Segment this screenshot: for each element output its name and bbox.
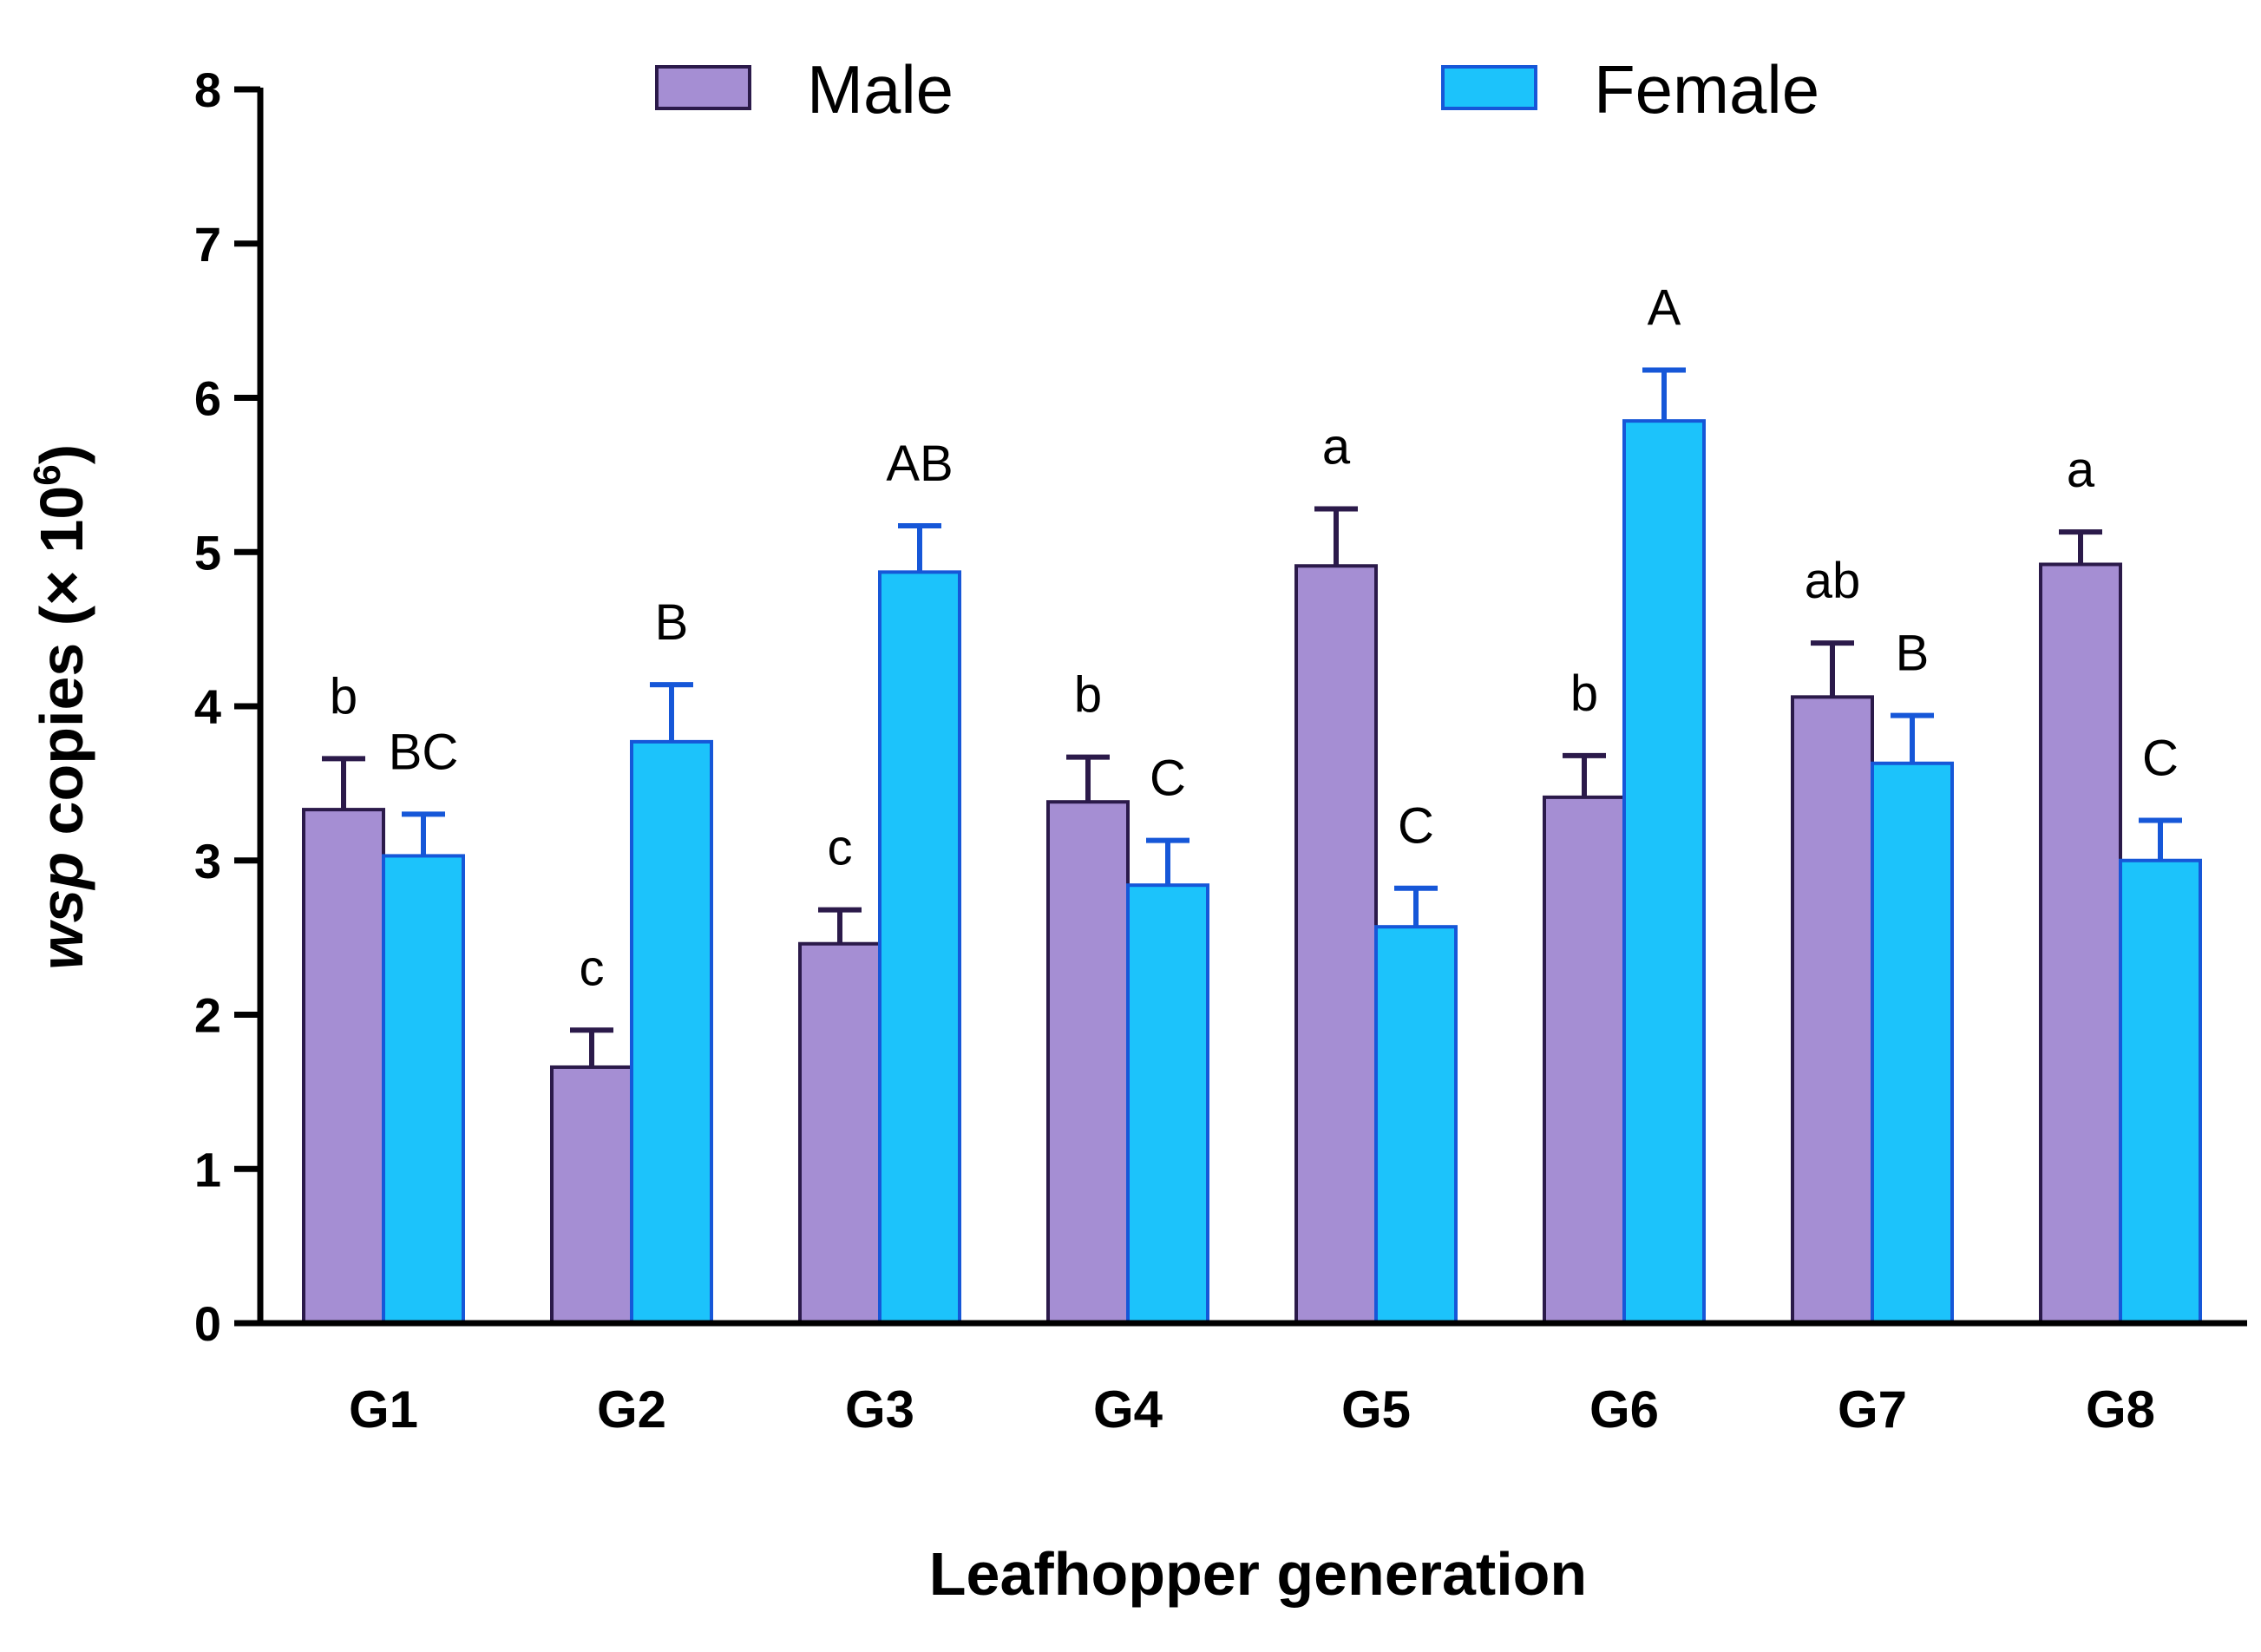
bar-male-G7 bbox=[1791, 695, 1874, 1325]
significance-label-female-G4: C bbox=[1150, 751, 1186, 807]
x-tick-label-G2: G2 bbox=[597, 1380, 666, 1439]
y-tick-label-0: 0 bbox=[194, 1296, 221, 1351]
x-tick-label-G1: G1 bbox=[349, 1380, 418, 1439]
legend-label-male: Male bbox=[807, 51, 954, 128]
bar-female-G1 bbox=[382, 854, 465, 1325]
x-axis-title: Leafhopper generation bbox=[929, 1540, 1587, 1608]
y-axis-title-close: ) bbox=[28, 444, 95, 464]
x-tick-label-G8: G8 bbox=[2086, 1380, 2155, 1439]
bar-female-G6 bbox=[1622, 419, 1706, 1326]
y-axis-title-text: copies (× 10 bbox=[28, 486, 95, 852]
bar-female-G2 bbox=[630, 739, 713, 1325]
y-axis-title-superscript: 6 bbox=[26, 464, 69, 485]
bar-male-G1 bbox=[302, 808, 385, 1325]
significance-label-female-G1: BC bbox=[389, 724, 459, 780]
significance-label-female-G7: B bbox=[1896, 626, 1930, 682]
y-tick-label-6: 6 bbox=[194, 371, 221, 426]
significance-label-male-G5: a bbox=[1322, 418, 1351, 475]
x-tick-label-G6: G6 bbox=[1589, 1380, 1659, 1439]
bar-male-G4 bbox=[1046, 800, 1130, 1325]
bar-female-G8 bbox=[2119, 858, 2202, 1325]
x-tick-label-G5: G5 bbox=[1341, 1380, 1411, 1439]
legend-swatch-male bbox=[655, 65, 751, 110]
axes: G1 G2 G3 G4 G5 G6 G7 G8 0 1 2 3 4 5 6 7 8 bbox=[194, 62, 2247, 1439]
significance-label-female-G2: B bbox=[655, 594, 689, 651]
significance-label-male-G7: ab bbox=[1805, 553, 1861, 609]
y-tick-label-8: 8 bbox=[194, 62, 221, 117]
bar-female-G7 bbox=[1871, 761, 1954, 1325]
significance-label-female-G8: C bbox=[2142, 731, 2179, 787]
bar-male-G6 bbox=[1543, 795, 1626, 1325]
y-tick-label-3: 3 bbox=[194, 834, 221, 888]
significance-label-male-G2: c bbox=[580, 940, 605, 996]
bar-female-G4 bbox=[1126, 883, 1209, 1325]
bar-male-G5 bbox=[1294, 564, 1378, 1325]
x-tick-label-G3: G3 bbox=[845, 1380, 914, 1439]
significance-label-male-G4: b bbox=[1074, 667, 1102, 724]
bar-male-G2 bbox=[550, 1065, 633, 1326]
bar-male-G8 bbox=[2039, 562, 2122, 1325]
x-tick-label-G7: G7 bbox=[1838, 1380, 1907, 1439]
y-axis-title: wsp copies (× 106) bbox=[26, 444, 95, 970]
legend-swatch-female bbox=[1441, 65, 1537, 110]
significance-label-female-G5: C bbox=[1398, 798, 1434, 855]
significance-label-male-G8: a bbox=[2067, 442, 2095, 498]
significance-label-male-G6: b bbox=[1570, 665, 1598, 722]
y-tick-label-4: 4 bbox=[194, 679, 221, 734]
y-axis-title-italic: wsp bbox=[28, 852, 95, 970]
significance-label-male-G3: c bbox=[828, 820, 853, 876]
y-tick-label-1: 1 bbox=[194, 1142, 221, 1196]
y-tick-label-5: 5 bbox=[194, 525, 221, 580]
legend-label-female: Female bbox=[1594, 51, 1819, 128]
significance-label-male-G1: b bbox=[330, 668, 357, 724]
significance-label-female-G3: AB bbox=[886, 436, 953, 492]
bar-female-G3 bbox=[878, 570, 961, 1325]
y-tick-label-2: 2 bbox=[194, 988, 221, 1043]
legend: Male Female bbox=[655, 51, 1819, 128]
x-tick-label-G4: G4 bbox=[1093, 1380, 1163, 1439]
bar-male-G3 bbox=[798, 941, 881, 1325]
y-tick-label-7: 7 bbox=[194, 217, 221, 272]
bar-female-G5 bbox=[1374, 925, 1458, 1325]
significance-label-female-G6: A bbox=[1648, 280, 1681, 337]
